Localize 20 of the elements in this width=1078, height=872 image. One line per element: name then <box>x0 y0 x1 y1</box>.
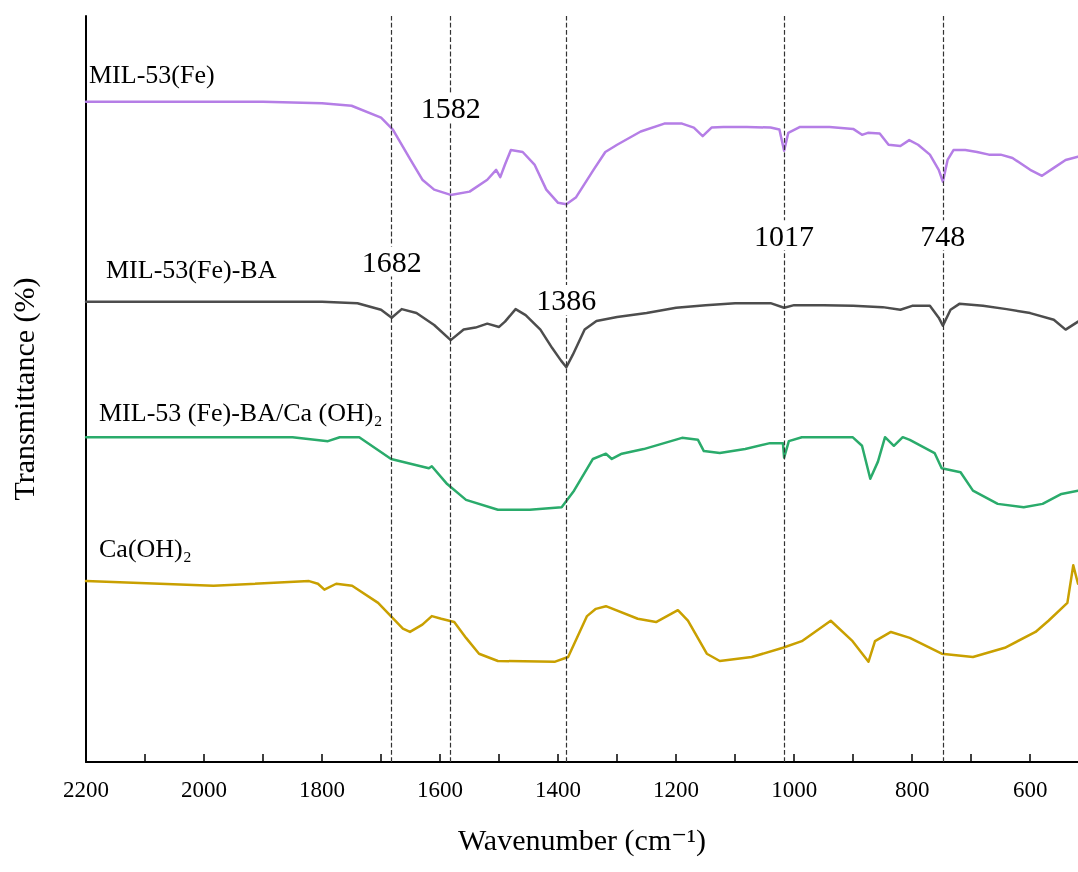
x-tick-label: 600 <box>1012 777 1048 802</box>
annotation: 748 <box>920 218 966 252</box>
y-axis-title: Transmittance (%) <box>6 277 41 501</box>
x-tick-label: 2000 <box>181 777 228 802</box>
x-tick-label: 2200 <box>63 777 109 802</box>
series-label: MIL-53(Fe)-BA <box>106 255 277 285</box>
x-tick-label: 1000 <box>771 777 818 802</box>
x-tick-label: 1200 <box>653 777 700 802</box>
x-axis-title: Wavenumber (cm⁻¹) <box>457 822 707 857</box>
x-tick-label: 1800 <box>299 777 346 802</box>
x-tick-label: 1600 <box>417 777 464 802</box>
annotation: 1582 <box>420 91 481 125</box>
x-tick-label: 1400 <box>535 777 582 802</box>
annotation: 1682 <box>361 245 422 279</box>
series-label: MIL-53(Fe) <box>89 60 215 90</box>
annotation: 1386 <box>536 283 597 317</box>
annotation: 1017 <box>754 218 815 252</box>
series-label: Ca(OH)₂ <box>99 533 192 563</box>
series-label: MIL-53 (Fe)-BA/Ca (OH)₂ <box>99 397 383 427</box>
x-tick-label: 800 <box>894 777 930 802</box>
